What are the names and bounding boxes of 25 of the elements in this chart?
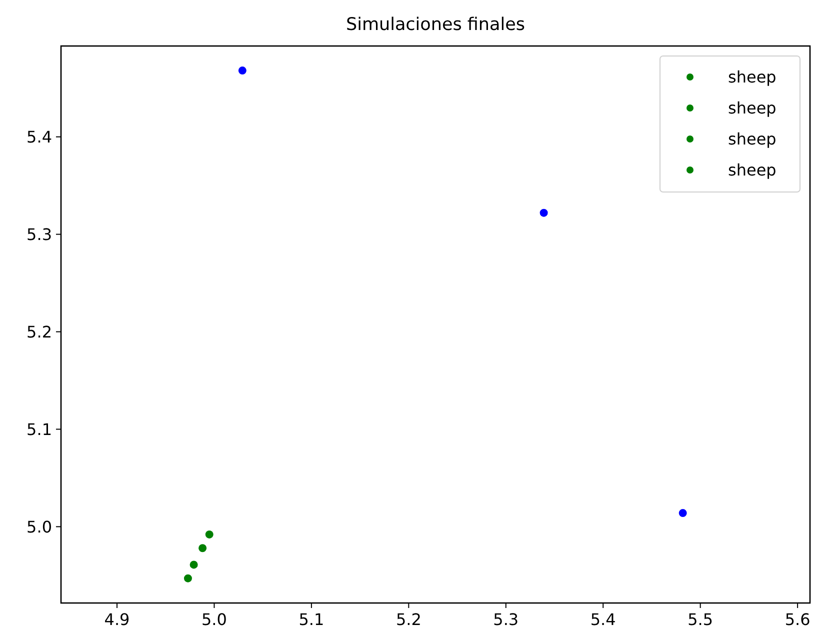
x-tick-label: 5.0: [201, 610, 227, 629]
y-tick-label: 5.1: [26, 420, 52, 439]
y-tick-label: 5.3: [26, 224, 52, 244]
legend-label: sheep: [728, 160, 776, 180]
x-tick-label: 5.5: [688, 610, 714, 629]
x-tick-label: 5.4: [590, 610, 616, 629]
point: [190, 560, 198, 569]
x-tick-label: 4.9: [104, 610, 130, 629]
legend-label: sheep: [728, 130, 776, 149]
point: [198, 544, 207, 552]
chart-title: Simulaciones finales: [346, 15, 526, 35]
point: [238, 66, 246, 75]
point: [678, 509, 687, 518]
legend-label: sheep: [728, 98, 776, 118]
y-tick-label: 5.0: [26, 517, 52, 536]
point: [540, 208, 548, 217]
x-tick-label: 5.6: [784, 610, 810, 629]
x-tick-label: 5.2: [396, 610, 422, 629]
legend-label: sheep: [728, 68, 776, 87]
y-tick-label: 5.2: [26, 322, 52, 342]
point: [205, 530, 214, 538]
x-tick-label: 5.3: [493, 610, 519, 629]
point: [184, 574, 192, 582]
x-tick-label: 5.1: [298, 610, 324, 629]
y-tick-label: 5.4: [26, 127, 52, 146]
